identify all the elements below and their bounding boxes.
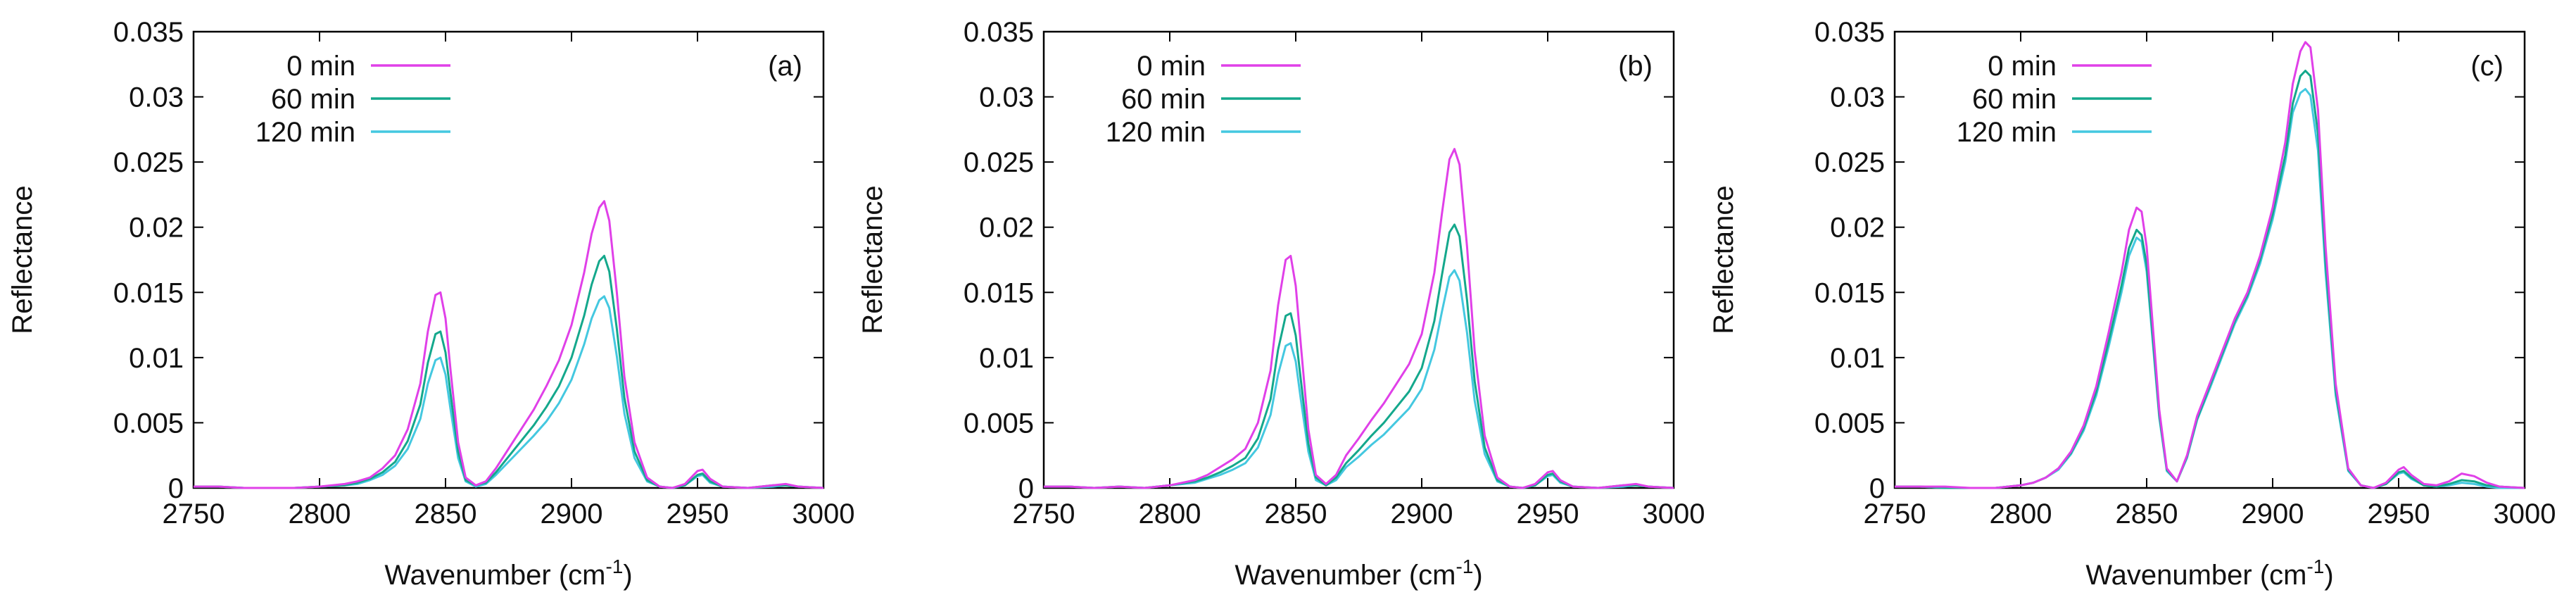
- x-tick-label: 2750: [163, 498, 225, 529]
- series-line-120-min: [1895, 88, 2525, 489]
- series-line-60-min: [1044, 223, 1674, 489]
- series-line-0-min: [1044, 148, 1674, 489]
- y-axis-label: Reflectance: [7, 185, 38, 334]
- panel-label: (a): [768, 51, 802, 82]
- series-line-120-min: [194, 295, 824, 489]
- x-tick-label: 2750: [1013, 498, 1075, 529]
- y-tick-label: 0.015: [964, 277, 1034, 308]
- y-tick-label: 0.03: [1830, 82, 1885, 113]
- x-tick-label: 3000: [1643, 498, 1705, 529]
- legend-label: 120 min: [255, 117, 355, 148]
- x-tick-label: 2950: [2368, 498, 2430, 529]
- y-tick-label: 0.03: [129, 82, 184, 113]
- x-axis-label: Wavenumber (cm-1): [384, 556, 632, 591]
- legend-label: 60 min: [1972, 84, 2057, 115]
- x-tick-label: 2900: [2242, 498, 2304, 529]
- series-line-60-min: [194, 254, 824, 489]
- x-tick-label: 3000: [2494, 498, 2556, 529]
- y-tick-label: 0.01: [979, 343, 1034, 374]
- x-tick-label: 2950: [667, 498, 729, 529]
- y-tick-label: 0.03: [979, 82, 1034, 113]
- y-tick-label: 0.015: [1814, 277, 1885, 308]
- x-tick-label: 2950: [1517, 498, 1579, 529]
- legend-label: 120 min: [1106, 117, 1206, 148]
- x-tick-label: 2850: [415, 498, 477, 529]
- legend-label: 0 min: [1988, 51, 2057, 82]
- plot-frame: [1042, 30, 1675, 489]
- y-tick-label: 0.025: [113, 147, 184, 178]
- y-axis-label: Reflectance: [1708, 185, 1739, 334]
- y-tick-label: 0.01: [1830, 343, 1885, 374]
- y-tick-label: 0: [1869, 473, 1885, 504]
- y-tick-label: 0.02: [129, 213, 184, 244]
- x-tick-label: 2900: [1391, 498, 1453, 529]
- y-tick-label: 0.01: [129, 343, 184, 374]
- y-tick-label: 0.005: [1814, 408, 1885, 439]
- y-tick-label: 0.015: [113, 277, 184, 308]
- y-tick-label: 0.005: [113, 408, 184, 439]
- y-tick-label: 0.02: [1830, 213, 1885, 244]
- y-tick-label: 0: [168, 473, 184, 504]
- y-tick-label: 0.025: [1814, 147, 1885, 178]
- x-tick-label: 2850: [2116, 498, 2178, 529]
- x-tick-label: 2850: [1265, 498, 1327, 529]
- y-tick-label: 0.035: [1814, 17, 1885, 48]
- chart-panel-2: 2750 2800 2850 2900 2950 3000 0 0.005 0.01 0.015 0…: [1708, 17, 2556, 591]
- series-line-0-min: [1895, 41, 2525, 489]
- y-tick-label: 0.025: [964, 147, 1034, 178]
- series-line-120-min: [1044, 269, 1674, 489]
- legend-label: 0 min: [1137, 51, 1206, 82]
- chart-panel-0: 2750 2800 2850 2900 2950 3000 0 0.005 0.01 0.015 0…: [7, 17, 854, 591]
- y-tick-label: 0.02: [979, 213, 1034, 244]
- x-axis-label: Wavenumber (cm-1): [1235, 556, 1482, 591]
- legend-label: 120 min: [1957, 117, 2057, 148]
- panel-label: (b): [1618, 51, 1653, 82]
- x-tick-label: 2800: [1990, 498, 2052, 529]
- x-tick-label: 2900: [541, 498, 603, 529]
- series-line-0-min: [194, 200, 824, 489]
- x-tick-label: 2800: [289, 498, 351, 529]
- y-tick-label: 0.035: [964, 17, 1034, 48]
- x-tick-label: 2750: [1864, 498, 1926, 529]
- legend-label: 60 min: [1121, 84, 1206, 115]
- legend-label: 0 min: [286, 51, 355, 82]
- plot-frame: [1893, 30, 2526, 489]
- y-tick-label: 0: [1018, 473, 1034, 504]
- x-axis-label: Wavenumber (cm-1): [2085, 556, 2333, 591]
- x-tick-label: 3000: [793, 498, 855, 529]
- x-tick-label: 2800: [1139, 498, 1201, 529]
- panel-label: (c): [2470, 51, 2504, 82]
- legend-label: 60 min: [271, 84, 355, 115]
- y-axis-label: Reflectance: [857, 185, 888, 334]
- y-tick-label: 0.005: [964, 408, 1034, 439]
- chart-panel-1: 2750 2800 2850 2900 2950 3000 0 0.005 0.01 0.015 0…: [857, 17, 1705, 591]
- y-tick-label: 0.035: [113, 17, 184, 48]
- plot-frame: [192, 30, 825, 489]
